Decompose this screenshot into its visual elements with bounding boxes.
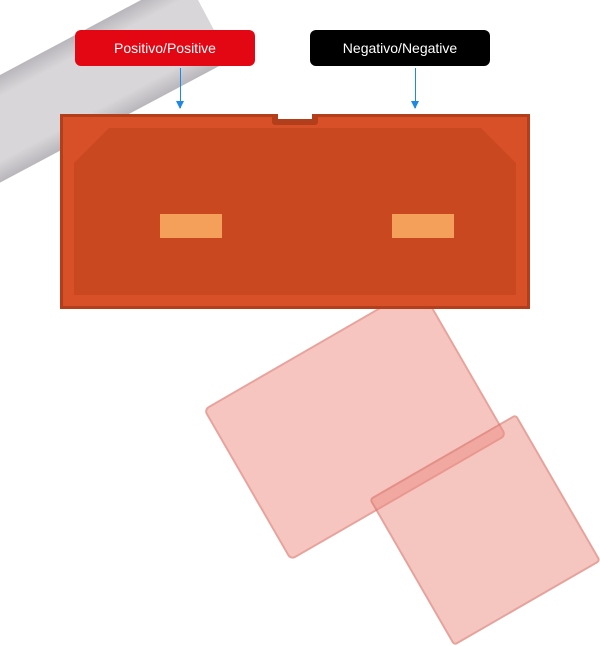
connector-inner-shape <box>74 128 516 295</box>
terminal-positive <box>160 214 222 238</box>
connector-photo-body <box>203 284 507 561</box>
connector-photo-tip <box>369 414 600 646</box>
connector-face-diagram <box>60 114 530 309</box>
label-positive: Positivo/Positive <box>75 30 255 66</box>
label-negative: Negativo/Negative <box>310 30 490 66</box>
arrow-positive <box>180 68 181 108</box>
terminal-negative <box>392 214 454 238</box>
arrow-negative <box>415 68 416 108</box>
